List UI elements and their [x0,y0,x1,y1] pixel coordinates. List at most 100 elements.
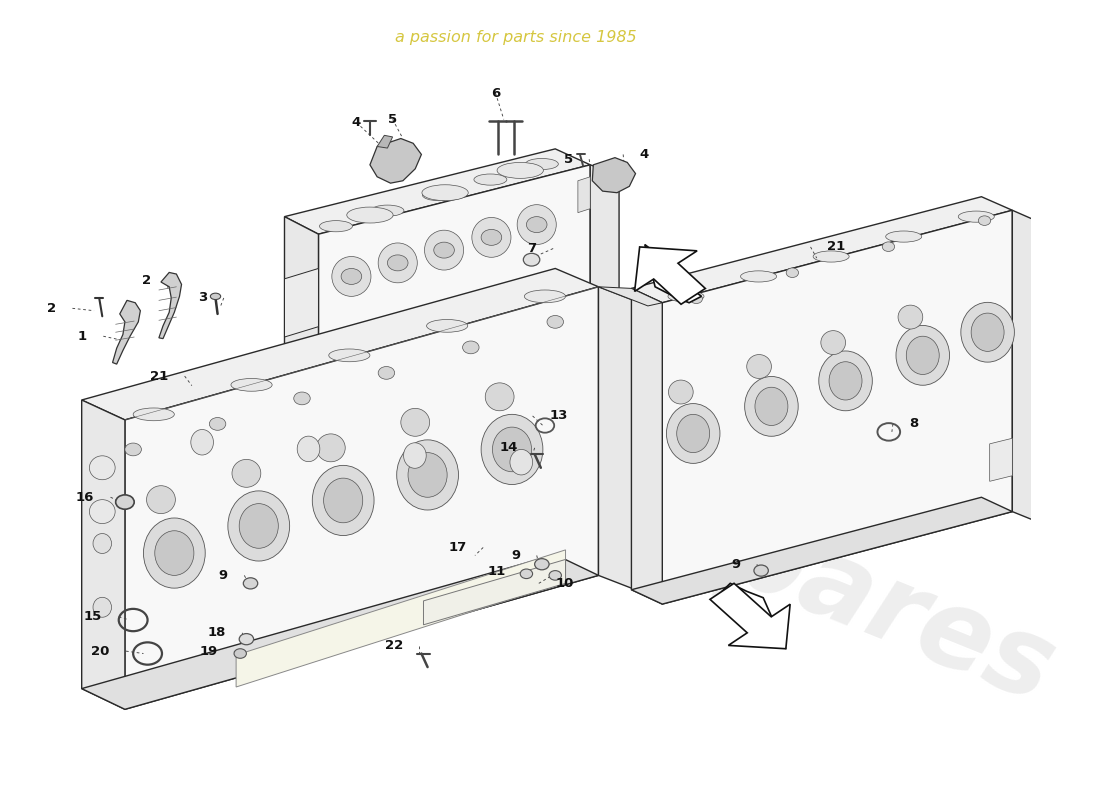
Circle shape [125,443,142,456]
Text: 20: 20 [91,645,110,658]
Ellipse shape [960,302,1014,362]
Ellipse shape [493,427,531,472]
Text: 3: 3 [198,291,207,305]
Ellipse shape [971,313,1004,351]
Ellipse shape [231,378,272,391]
Ellipse shape [668,290,704,302]
Ellipse shape [740,271,777,282]
Ellipse shape [210,293,221,299]
Ellipse shape [323,478,363,522]
Text: 21: 21 [150,370,168,382]
Ellipse shape [155,530,194,575]
Text: 7: 7 [528,242,537,255]
Ellipse shape [427,319,468,332]
Polygon shape [598,286,662,306]
Text: 10: 10 [556,577,573,590]
Circle shape [786,268,799,278]
Polygon shape [598,286,648,594]
Ellipse shape [485,383,514,410]
Polygon shape [631,197,1012,302]
Circle shape [882,242,894,251]
Circle shape [294,392,310,405]
Circle shape [481,230,502,246]
Polygon shape [645,245,702,302]
Text: 9: 9 [732,558,740,570]
Ellipse shape [319,221,352,232]
Ellipse shape [400,408,430,436]
Ellipse shape [958,211,994,222]
Ellipse shape [190,430,213,455]
Polygon shape [112,300,141,364]
Text: 2: 2 [47,302,56,315]
Polygon shape [990,438,1012,482]
Ellipse shape [317,434,345,462]
Polygon shape [631,498,1012,604]
Ellipse shape [821,330,846,354]
Text: 16: 16 [76,490,94,504]
Ellipse shape [312,466,374,535]
Text: 21: 21 [827,241,845,254]
Circle shape [535,558,549,570]
Circle shape [463,341,480,354]
Ellipse shape [906,336,939,374]
Ellipse shape [896,326,949,386]
Ellipse shape [422,190,455,201]
Ellipse shape [133,408,174,421]
Ellipse shape [898,305,923,329]
Text: 17: 17 [449,541,466,554]
Circle shape [524,254,540,266]
Circle shape [433,242,454,258]
Ellipse shape [676,414,710,453]
Text: 2: 2 [142,274,151,287]
Text: 4: 4 [640,148,649,161]
Ellipse shape [669,380,693,404]
Ellipse shape [378,243,417,283]
Ellipse shape [472,218,512,258]
Ellipse shape [94,534,111,554]
Text: spares: spares [652,474,1069,725]
Ellipse shape [89,456,116,480]
Ellipse shape [747,354,771,378]
Polygon shape [81,554,598,710]
Polygon shape [591,165,619,330]
Ellipse shape [886,231,922,242]
Polygon shape [635,247,705,304]
Ellipse shape [228,491,289,561]
Polygon shape [319,165,591,388]
Polygon shape [158,273,182,338]
Ellipse shape [297,436,320,462]
Ellipse shape [371,205,404,216]
Polygon shape [285,149,591,234]
Circle shape [690,294,703,303]
Ellipse shape [232,459,261,487]
Circle shape [243,578,257,589]
Circle shape [520,569,532,578]
Text: 11: 11 [487,565,506,578]
Ellipse shape [829,362,862,400]
Circle shape [209,418,226,430]
Circle shape [234,649,246,658]
Ellipse shape [332,257,371,296]
Polygon shape [424,559,565,625]
Text: 8: 8 [910,418,918,430]
Polygon shape [710,583,790,649]
Text: 5: 5 [563,153,573,166]
Ellipse shape [667,403,721,463]
Polygon shape [125,286,598,710]
Ellipse shape [422,185,469,201]
Ellipse shape [239,504,278,548]
Ellipse shape [425,230,463,270]
Circle shape [239,634,254,645]
Polygon shape [236,550,565,687]
Ellipse shape [94,598,111,618]
Polygon shape [370,138,421,183]
Text: 18: 18 [208,626,226,639]
Ellipse shape [143,518,206,588]
Text: 1: 1 [78,330,87,342]
Polygon shape [285,299,591,388]
Polygon shape [285,269,319,337]
Polygon shape [592,158,636,193]
Text: 13: 13 [549,410,568,422]
Ellipse shape [408,453,447,498]
Circle shape [754,565,768,576]
